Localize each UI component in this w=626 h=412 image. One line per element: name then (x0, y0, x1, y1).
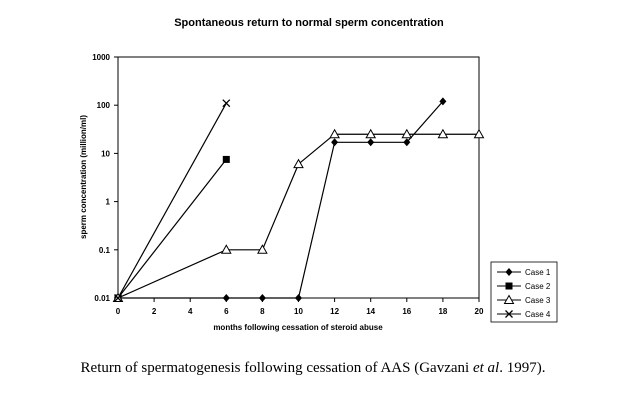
caption-text-italic: et al (472, 360, 500, 376)
data-point-case-1 (439, 97, 447, 106)
series-line-case-2 (117, 159, 227, 299)
x-tick-label: 10 (294, 307, 303, 316)
data-point-case-2 (222, 155, 230, 163)
data-point-case-3 (401, 128, 413, 139)
data-point-case-4 (114, 294, 122, 302)
legend-label-case-1: Case 1 (525, 268, 551, 277)
x-tick-label: 14 (366, 307, 375, 316)
x-tick-label: 4 (188, 307, 193, 316)
y-tick-label: 0.1 (99, 246, 111, 255)
x-tick-label: 12 (330, 307, 339, 316)
data-point-case-3 (293, 158, 304, 169)
x-tick-label: 8 (260, 307, 265, 316)
data-point-case-3 (365, 128, 377, 139)
series-lines (117, 100, 479, 299)
data-point-case-1 (403, 138, 411, 147)
plot-frame (117, 56, 480, 299)
data-point-case-1 (258, 294, 266, 302)
legend-label-case-2: Case 2 (525, 282, 551, 291)
legend-marker-case-2 (505, 282, 513, 290)
data-point-case-1 (331, 138, 339, 147)
data-point-case-1 (222, 294, 230, 302)
series-line-case-4 (117, 102, 227, 299)
data-point-case-1 (367, 138, 375, 147)
x-tick-label: 6 (224, 307, 229, 316)
data-point-case-3 (257, 244, 268, 254)
legend-label-case-4: Case 4 (525, 310, 551, 319)
legend: Case 1 Case 2 Case 3 Case 4 (490, 261, 558, 323)
data-point-case-3 (220, 244, 232, 254)
data-point-case-1 (295, 294, 302, 302)
y-tick-label: 1 (106, 198, 111, 207)
x-tick-label: 16 (402, 307, 411, 316)
series-line-case-1 (118, 100, 444, 299)
figure-caption: Return of spermatogenesis following cess… (0, 360, 626, 377)
data-point-case-4 (222, 99, 231, 108)
y-tick-label: 100 (97, 101, 111, 110)
y-tick-label: 1000 (92, 53, 110, 62)
legend-marker-case-4-stroke (505, 310, 513, 318)
data-point-case-3 (473, 128, 485, 139)
caption-text-end: . 1997). (499, 360, 546, 376)
chart: Spontaneous return to normal sperm conce… (79, 17, 558, 332)
caption-text-start: Return of spermatogenesis following cess… (80, 360, 473, 376)
x-tick-label: 2 (152, 307, 157, 316)
legend-marker-case-4 (505, 310, 513, 318)
x-tick-label: 20 (475, 307, 484, 316)
data-point-case-4-stroke (114, 294, 122, 302)
legend-label-case-3: Case 3 (525, 296, 551, 305)
legend-marker-case-1 (505, 268, 513, 276)
y-tick-label: 10 (101, 149, 110, 158)
y-axis-ticks: 0.01 0.1 1 10 100 1000 (92, 53, 118, 303)
y-tick-label: 0.01 (94, 294, 110, 303)
x-axis-label: months following cessation of steroid ab… (213, 323, 383, 332)
x-axis-ticks: 0 2 4 6 8 10 12 14 16 18 20 (116, 298, 484, 316)
legend-marker-case-3 (503, 294, 515, 304)
data-point-case-4-stroke (222, 99, 231, 108)
series-markers (112, 97, 485, 302)
x-tick-label: 0 (116, 307, 121, 316)
x-tick-label: 18 (438, 307, 447, 316)
data-point-case-3 (437, 128, 449, 139)
data-point-case-3 (329, 128, 340, 139)
chart-title: Spontaneous return to normal sperm conce… (174, 17, 444, 29)
y-axis-label: sperm concentration (million/ml) (79, 115, 88, 239)
